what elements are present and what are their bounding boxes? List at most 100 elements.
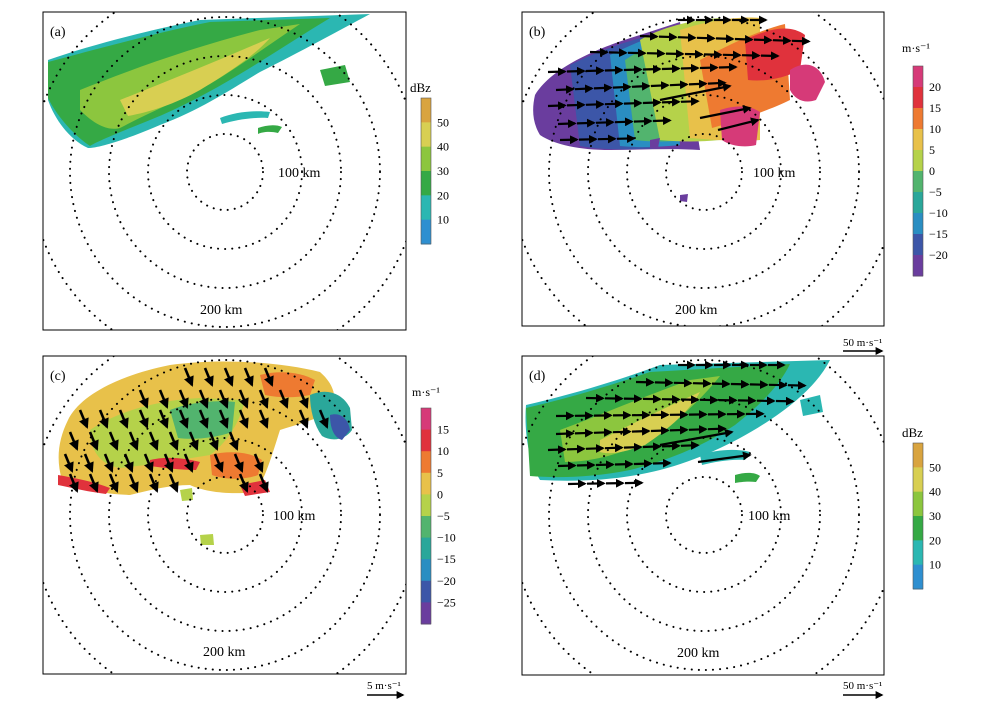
panel-c-scale-label: 5 m·s⁻¹ <box>367 680 401 692</box>
panel-b-ring-label-inner: 100 km <box>753 166 796 181</box>
wind-vector-arrow <box>708 429 725 430</box>
colorbar-swatch <box>913 516 923 541</box>
wind-vector-arrow <box>697 38 714 39</box>
wind-vector-arrow <box>653 463 670 464</box>
panel-c-scale-arrow: 5 m·s⁻¹ <box>367 680 403 695</box>
wind-vector-arrow <box>632 431 649 432</box>
wind-vector-arrow <box>567 71 584 72</box>
colorbar-tick-label: 5 <box>929 143 935 157</box>
wind-vector-arrow <box>613 87 630 88</box>
colorbar-swatch <box>913 87 923 109</box>
wind-vector-arrow <box>651 85 668 86</box>
panel-b-ring-label-outer: 200 km <box>675 303 718 318</box>
wind-vector-arrow <box>700 68 717 69</box>
wind-vector-arrow <box>681 101 698 102</box>
wind-vector-arrow <box>634 121 651 122</box>
colorbar-swatch <box>913 150 923 172</box>
panel-d-scale-label: 50 m·s⁻¹ <box>843 680 882 692</box>
colorbar-tick-label: −10 <box>437 531 456 545</box>
wind-vector-arrow <box>719 67 736 68</box>
colorbar-swatch <box>913 255 923 277</box>
colorbar-swatch <box>421 430 431 452</box>
wind-vector-arrow <box>689 84 706 85</box>
wind-vector-arrow <box>594 432 611 433</box>
colorbar-tick-label: 50 <box>929 460 941 474</box>
panel-a-label: (a) <box>50 25 66 40</box>
colorbar-swatch <box>421 122 431 147</box>
wind-vector-arrow <box>624 103 641 104</box>
colorbar-swatch <box>913 192 923 214</box>
wind-vector-arrow <box>681 68 698 69</box>
wind-vector-arrow <box>577 123 594 124</box>
colorbar-tick-label: −15 <box>929 227 948 241</box>
wind-vector-arrow <box>678 37 695 38</box>
colorbar-tick-label: 15 <box>929 101 941 115</box>
colorbar-swatch <box>421 602 431 624</box>
wind-vector-arrow <box>632 86 649 87</box>
colorbar-tick-label: −5 <box>437 509 450 523</box>
wind-vector-arrow <box>708 83 725 84</box>
wind-vector-arrow <box>735 39 752 40</box>
panel-a-ring-label-inner: 100 km <box>278 166 321 181</box>
colorbar-swatch <box>913 443 923 468</box>
panel-b-colorbar-unit: m·s⁻¹ <box>902 41 930 55</box>
wind-vector-arrow <box>689 429 706 430</box>
colorbar-tick-label: −5 <box>929 185 942 199</box>
wind-vector-arrow <box>548 449 565 450</box>
colorbar-swatch <box>421 98 431 123</box>
colorbar-swatch <box>421 559 431 581</box>
panel-b-scale-label: 50 m·s⁻¹ <box>843 337 882 349</box>
colorbar-swatch <box>913 171 923 193</box>
colorbar-tick-label: 10 <box>929 122 941 136</box>
colorbar-tick-label: 40 <box>929 485 941 499</box>
colorbar-swatch <box>913 540 923 565</box>
colorbar-tick-label: 15 <box>437 423 449 437</box>
colorbar-swatch <box>913 129 923 151</box>
wind-vector-arrow <box>615 122 632 123</box>
wind-vector-arrow <box>586 71 603 72</box>
wind-vector-arrow <box>624 70 641 71</box>
colorbar-tick-label: 10 <box>437 213 449 227</box>
panel-c-label: (c) <box>50 369 66 384</box>
panel-c-ring-label-inner: 100 km <box>273 509 316 524</box>
colorbar-swatch <box>421 516 431 538</box>
colorbar-tick-label: 30 <box>437 164 449 178</box>
panel-c-colorbar-unit: m·s⁻¹ <box>412 385 440 399</box>
wind-vector-arrow <box>643 102 660 103</box>
colorbar-swatch <box>421 581 431 603</box>
colorbar-tick-label: −15 <box>437 552 456 566</box>
wind-vector-arrow <box>662 69 679 70</box>
wind-vector-arrow <box>716 38 733 39</box>
wind-vector-arrow <box>640 36 657 37</box>
colorbar-swatch <box>421 538 431 560</box>
wind-vector-arrow <box>624 447 641 448</box>
panel-d-ring-label-outer: 200 km <box>677 646 720 661</box>
wind-vector-arrow <box>605 448 622 449</box>
wind-vector-arrow <box>596 122 613 123</box>
colorbar-tick-label: 20 <box>437 188 449 202</box>
wind-vector-arrow <box>681 445 698 446</box>
wind-vector-arrow <box>577 465 594 466</box>
wind-vector-arrow <box>605 70 622 71</box>
colorbar-swatch <box>913 467 923 492</box>
wind-vector-arrow <box>643 446 660 447</box>
wind-vector-arrow <box>575 88 592 89</box>
wind-vector-arrow <box>792 41 809 42</box>
colorbar-swatch <box>421 408 431 430</box>
colorbar-swatch <box>913 234 923 256</box>
panel-d-ring-label-inner: 100 km <box>748 509 791 524</box>
wind-vector-arrow <box>575 433 592 434</box>
colorbar-swatch <box>421 451 431 473</box>
wind-vector-arrow <box>670 430 687 431</box>
colorbar-tick-label: −10 <box>929 206 948 220</box>
colorbar-tick-label: 50 <box>437 115 449 129</box>
wind-vector-arrow <box>596 465 613 466</box>
colorbar-swatch <box>913 492 923 517</box>
